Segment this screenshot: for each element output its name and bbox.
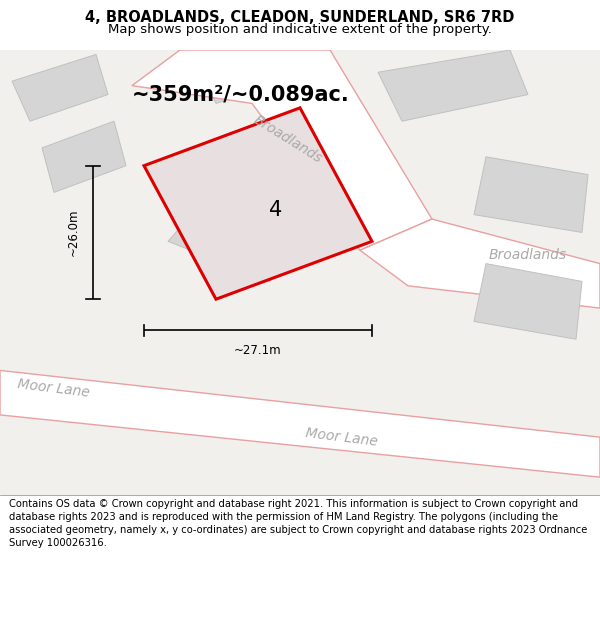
- Text: Broadlands: Broadlands: [489, 248, 567, 262]
- Polygon shape: [198, 50, 300, 103]
- Polygon shape: [132, 50, 432, 250]
- Polygon shape: [378, 50, 528, 121]
- Polygon shape: [12, 54, 108, 121]
- Polygon shape: [144, 108, 372, 299]
- Polygon shape: [168, 166, 336, 281]
- Text: 4: 4: [269, 200, 283, 220]
- Text: ~26.0m: ~26.0m: [67, 209, 80, 256]
- Text: 4, BROADLANDS, CLEADON, SUNDERLAND, SR6 7RD: 4, BROADLANDS, CLEADON, SUNDERLAND, SR6 …: [85, 10, 515, 25]
- Polygon shape: [42, 121, 126, 192]
- Polygon shape: [474, 264, 582, 339]
- Polygon shape: [474, 157, 588, 232]
- Text: Moor Lane: Moor Lane: [17, 377, 91, 399]
- Text: Map shows position and indicative extent of the property.: Map shows position and indicative extent…: [108, 23, 492, 36]
- Text: Broadlands: Broadlands: [251, 112, 325, 166]
- Polygon shape: [360, 219, 600, 308]
- Text: Contains OS data © Crown copyright and database right 2021. This information is : Contains OS data © Crown copyright and d…: [9, 499, 587, 549]
- Text: Moor Lane: Moor Lane: [305, 426, 379, 449]
- Text: ~359m²/~0.089ac.: ~359m²/~0.089ac.: [132, 84, 350, 104]
- Polygon shape: [0, 371, 600, 478]
- Text: ~27.1m: ~27.1m: [234, 344, 282, 357]
